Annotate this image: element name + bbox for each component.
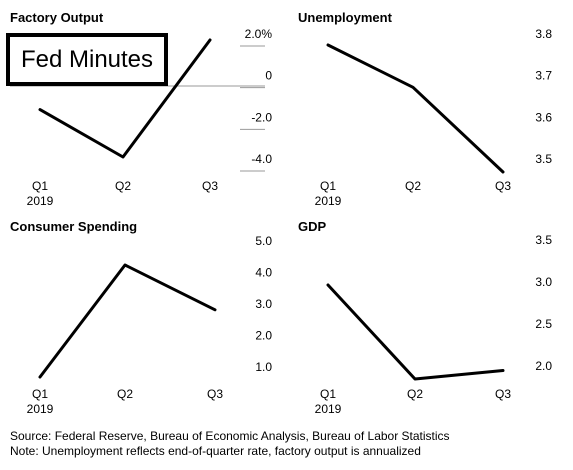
chart-panel-2: Unemployment 3.8 3.7 3.6 3.5 Q1 Q2 Q3 2019: [298, 10, 552, 208]
y-tick-label: 3.8: [535, 27, 552, 41]
y-tick-label: 2.5: [535, 317, 552, 331]
y-tick-label: 3.7: [535, 69, 552, 83]
y-tick-label: -4.0: [251, 152, 272, 166]
x-tick-label: Q3: [495, 387, 511, 401]
x-tick-label: Q1: [32, 179, 48, 193]
x-tick-label: Q2: [117, 387, 133, 401]
year-label: 2019: [27, 402, 54, 416]
y-tick-label: 2.0%: [245, 27, 273, 41]
y-tick-label: 3.0: [535, 275, 552, 289]
y-tick-label: 3.5: [535, 152, 552, 166]
y-tick-label: 4.0: [255, 266, 272, 280]
year-label: 2019: [315, 402, 342, 416]
x-tick-label: Q3: [202, 179, 218, 193]
y-tick-label: 5.0: [255, 234, 272, 248]
y-tick-label: 0: [265, 69, 272, 83]
fed-minutes-label: Fed Minutes: [6, 33, 168, 86]
y-tick-label: 2.0: [255, 329, 272, 343]
chart-panel-3: Consumer Spending 5.0 4.0 3.0 2.0 1.0 Q1 Q2 Q3 20…: [10, 219, 272, 416]
x-tick-label: Q2: [115, 179, 131, 193]
x-tick-label: Q3: [207, 387, 223, 401]
chart-panel-1: Factory Output 2.0% 0 -2.0 -4.0 Q1 Q2 Q3 2019: [10, 10, 272, 208]
series-line: [326, 43, 505, 174]
y-tick-label: 2.0: [535, 359, 552, 373]
chart-title: GDP: [298, 219, 327, 234]
source-note: Source: Federal Reserve, Bureau of Econo…: [10, 429, 450, 443]
series-line: [326, 283, 505, 381]
x-tick-label: Q1: [32, 387, 48, 401]
x-tick-label: Q2: [407, 387, 423, 401]
x-tick-label: Q3: [495, 179, 511, 193]
x-tick-label: Q2: [405, 179, 421, 193]
chart-title: Consumer Spending: [10, 219, 137, 234]
y-tick-label: 1.0: [255, 360, 272, 374]
y-tick-label: 3.5: [535, 233, 552, 247]
chart-title: Unemployment: [298, 10, 393, 25]
footnote: Note: Unemployment reflects end-of-quart…: [10, 444, 421, 458]
series-line: [38, 263, 217, 379]
y-tick-label: 3.0: [255, 297, 272, 311]
year-label: 2019: [27, 194, 54, 208]
x-tick-label: Q1: [320, 387, 336, 401]
y-tick-label: -2.0: [251, 110, 272, 124]
year-label: 2019: [315, 194, 342, 208]
y-tick-label: 3.6: [535, 110, 552, 124]
chart-panel-4: GDP 3.5 3.0 2.5 2.0 Q1 Q2 Q3 2019: [298, 219, 552, 416]
chart-title: Factory Output: [10, 10, 104, 25]
x-tick-label: Q1: [320, 179, 336, 193]
